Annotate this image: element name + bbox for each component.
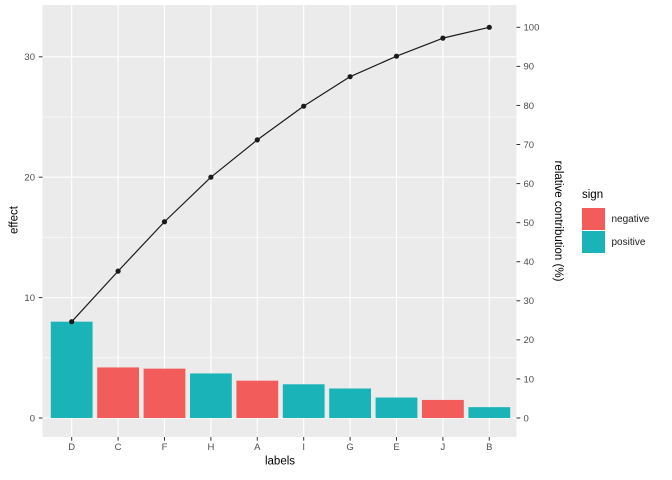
bar-G [329, 388, 371, 418]
y-tick-label-20: 20 [24, 173, 35, 184]
bar-C [97, 367, 139, 418]
negative-color-swatch [582, 207, 605, 231]
point-A [254, 137, 260, 143]
bar-J [422, 399, 464, 418]
y2-tick-label-90: 90 [524, 62, 535, 73]
x-axis-title: labels [264, 455, 296, 468]
axis-ticks [38, 26, 521, 441]
x-tick-label-J: J [441, 442, 446, 453]
point-G [347, 74, 353, 80]
point-C [115, 268, 121, 274]
point-J [440, 35, 446, 41]
y2-tick-label-50: 50 [524, 218, 535, 229]
bar-A [236, 380, 279, 418]
y-tick-label-30: 30 [24, 52, 35, 63]
y2-tick-label-20: 20 [524, 335, 535, 346]
x-tick-label-D: D [68, 442, 75, 453]
x-tick-label-F: F [162, 442, 168, 453]
x-tick-label-I: I [302, 442, 305, 453]
panel-background [42, 5, 517, 437]
bar-I [282, 384, 325, 418]
axis-tick-labels: 0 10 20 30 0 10 20 30 40 50 60 70 80 90 100 D C F H A I G E J B [24, 23, 539, 453]
x-tick-label-G: G [346, 442, 353, 453]
y2-tick-label-60: 60 [524, 179, 535, 190]
y2-tick-label-80: 80 [524, 101, 535, 112]
y-axis-title: effect [8, 206, 21, 234]
y2-tick-label-70: 70 [524, 140, 535, 151]
point-I [301, 103, 307, 109]
y2-tick-label-40: 40 [524, 257, 535, 268]
legend-item-positive: positive [582, 230, 649, 254]
point-D [69, 319, 75, 325]
x-tick-label-A: A [254, 442, 261, 453]
bar-D [50, 321, 93, 418]
legend: sign negative positive [582, 189, 649, 254]
cumulative-line [71, 26, 490, 323]
x-tick-label-B: B [486, 442, 492, 453]
y-tick-label-0: 0 [30, 413, 35, 424]
x-tick-label-E: E [393, 442, 399, 453]
x-tick-label-H: H [207, 442, 214, 453]
bar-E [375, 397, 418, 418]
cumulative-points [69, 24, 492, 325]
y2-tick-label-0: 0 [524, 413, 529, 424]
bars [50, 321, 511, 418]
legend-label-negative: negative [611, 213, 650, 225]
bar-B [468, 407, 511, 418]
bar-F [143, 368, 186, 418]
y2-tick-label-100: 100 [524, 23, 540, 34]
y-tick-label-10: 10 [24, 293, 35, 304]
x-tick-label-C: C [115, 442, 122, 453]
legend-label-positive: positive [611, 236, 646, 248]
y2-axis-title: relative contribution (%) [551, 160, 564, 282]
point-E [393, 53, 400, 59]
legend-items: negative positive [582, 207, 650, 254]
legend-item-negative: negative [582, 207, 650, 231]
point-B [486, 24, 492, 30]
y2-tick-label-10: 10 [524, 374, 535, 385]
y2-tick-label-30: 30 [524, 296, 535, 307]
legend-title: sign [582, 189, 604, 201]
bar-H [190, 373, 232, 418]
positive-color-swatch [582, 230, 605, 254]
point-F [161, 219, 168, 225]
point-H [208, 174, 214, 180]
